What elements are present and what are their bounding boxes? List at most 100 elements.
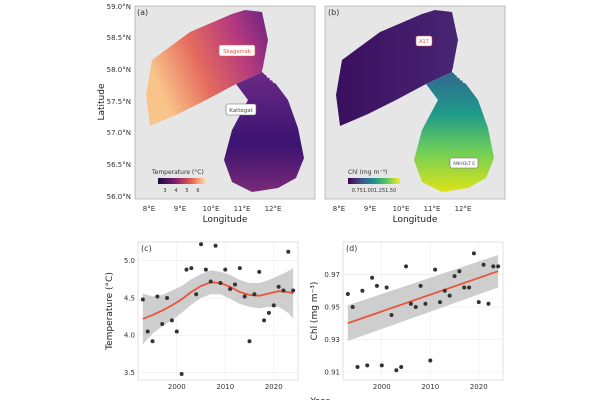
data-point: [150, 339, 155, 344]
panel-a-tag: (a): [137, 8, 148, 17]
lon-tick: 12°E: [455, 205, 472, 213]
data-point: [447, 293, 452, 298]
y-tick-label: 3.5: [124, 369, 135, 377]
lon-tick: 8°E: [143, 205, 155, 213]
chl-legend-title: Chl (mg m⁻³): [348, 169, 387, 176]
data-point: [471, 251, 476, 256]
data-point: [496, 264, 501, 269]
panel-tag: (c): [141, 244, 152, 253]
x-tick-label: 2020: [265, 383, 283, 391]
y-tick-label: 4.5: [124, 294, 135, 302]
data-point: [174, 329, 179, 334]
kattegat-label: Kattegat: [229, 108, 253, 114]
data-point: [199, 242, 204, 247]
a17-label: A17: [419, 39, 429, 45]
data-point: [223, 267, 228, 272]
data-point: [257, 269, 262, 274]
lat-tick: 56.0°N: [107, 193, 131, 201]
data-point: [452, 274, 457, 279]
lat-tick: 59.0°N: [107, 3, 131, 11]
data-point: [389, 313, 394, 318]
data-point: [423, 301, 428, 306]
data-point: [291, 288, 296, 293]
y-axis-label: Temperature (°C): [105, 272, 115, 351]
latitude-axis-label: Latitude: [97, 83, 107, 121]
chl-legend: Chl (mg m⁻³) 0.751.001.251.50: [348, 169, 400, 194]
x-tick-label: 2000: [168, 383, 186, 391]
temperature-legend-tick-3: 3: [163, 188, 166, 194]
y-tick-label: 0.95: [324, 303, 340, 311]
data-point: [491, 264, 496, 269]
x-tick-label: 2020: [470, 383, 488, 391]
data-point: [242, 294, 247, 299]
map-a-sea-boundary: [261, 69, 277, 85]
data-point: [404, 264, 409, 269]
data-point: [266, 310, 271, 315]
data-point: [155, 294, 160, 299]
data-point: [408, 301, 413, 306]
lon-tick: 9°E: [364, 205, 376, 213]
data-point: [145, 329, 150, 334]
longitude-axis-b: 8°E 9°E 10°E 11°E 12°E Longitude: [333, 205, 472, 225]
data-point: [394, 368, 399, 373]
data-point: [467, 285, 472, 290]
data-point: [384, 285, 389, 290]
data-point: [379, 363, 384, 368]
data-point: [418, 283, 423, 288]
y-tick-label: 5.0: [124, 257, 135, 265]
skagerrak-label: Skagerrak: [223, 49, 252, 55]
data-point: [433, 267, 438, 272]
confidence-band: [142, 268, 294, 345]
data-point: [262, 318, 267, 323]
y-tick-label: 0.97: [324, 271, 340, 279]
lon-tick: 11°E: [234, 205, 251, 213]
data-point: [165, 295, 170, 300]
data-point: [179, 372, 184, 377]
a17-label-box: A17: [415, 35, 433, 47]
y-axis-label: Chl (mg m⁻³): [310, 282, 320, 341]
temperature-legend-tick-4: 4: [174, 188, 177, 194]
map-b-sea-boundary: [451, 69, 467, 85]
temperature-legend-tick-5: 5: [185, 188, 188, 194]
x-tick-label: 2010: [421, 383, 439, 391]
data-point: [184, 267, 189, 272]
data-point: [360, 288, 365, 293]
data-point: [228, 286, 233, 291]
data-point: [203, 267, 208, 272]
chart-panel-d: 2000 2010 2020 0.91 0.93 0.95 0.97 (d) Chl (mg m…: [310, 241, 504, 391]
lat-tick: 58.5°N: [107, 34, 131, 42]
data-point: [399, 365, 404, 370]
data-point: [365, 363, 370, 368]
data-point: [476, 300, 481, 305]
data-point: [355, 365, 360, 370]
chl-legend-ticks: 0.751.001.251.50: [352, 188, 397, 194]
lon-tick: 11°E: [424, 205, 441, 213]
data-point: [208, 279, 213, 284]
temperature-legend-title: Temperature (°C): [151, 169, 204, 176]
data-point: [276, 284, 281, 289]
data-point: [247, 339, 252, 344]
longitude-axis-a: 8°E 9°E 10°E 11°E 12°E Longitude: [143, 205, 282, 225]
data-point: [218, 281, 223, 286]
temperature-legend-tick-6: 6: [196, 188, 199, 194]
lon-tick: 9°E: [174, 205, 186, 213]
data-point: [237, 266, 242, 271]
trend-line: [347, 270, 499, 325]
y-tick-label: 0.91: [324, 368, 340, 376]
data-point: [457, 269, 462, 274]
temperature-colorbar: [158, 178, 206, 184]
map-b-jutland-tip: [390, 102, 418, 134]
data-point: [428, 358, 433, 363]
data-point: [194, 292, 199, 297]
data-point: [140, 297, 145, 302]
data-point: [374, 283, 379, 288]
anholt-label-box: ANHOLT E: [449, 157, 479, 169]
longitude-axis-label-a: Longitude: [203, 215, 248, 225]
skagerrak-temperature-field: [146, 10, 268, 126]
x-axis-label: Year: [309, 397, 329, 400]
panel-b-tag: (b): [328, 8, 339, 17]
chart-panel-c: 2000 2010 2020 3.5 4.0 4.5 5.0 (c) Temperature (…: [105, 241, 299, 391]
data-point: [462, 285, 467, 290]
y-tick-label: 0.93: [324, 336, 340, 344]
